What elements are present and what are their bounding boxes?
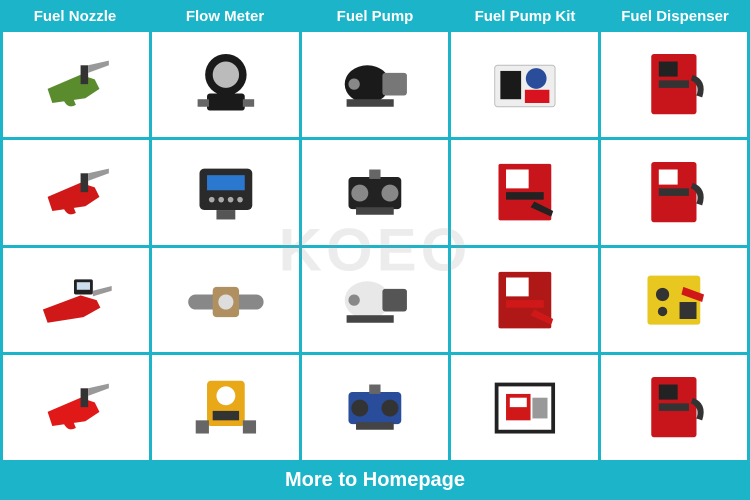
product-fuelpump-black-2[interactable] xyxy=(302,140,448,245)
nozzle-red-meter-icon xyxy=(10,253,142,347)
product-grid xyxy=(0,32,750,460)
product-pumpkit-frame[interactable] xyxy=(451,355,597,460)
product-nozzle-red-meter[interactable] xyxy=(3,248,149,353)
nozzle-red-1-icon xyxy=(10,145,142,239)
fuelpump-white-icon xyxy=(309,253,441,347)
nozzle-green-icon xyxy=(10,37,142,131)
product-dispenser-yellow[interactable] xyxy=(601,248,747,353)
header-row: Fuel Nozzle Flow Meter Fuel Pump Fuel Pu… xyxy=(0,0,750,32)
pumpkit-multi-icon xyxy=(459,37,591,131)
pumpkit-red-2-icon xyxy=(459,253,591,347)
fuelpump-black-2-icon xyxy=(309,145,441,239)
product-nozzle-red-auto[interactable] xyxy=(3,355,149,460)
product-flowmeter-black-1[interactable] xyxy=(152,32,298,137)
col-header-pumpkit: Fuel Pump Kit xyxy=(450,0,600,32)
product-flowmeter-yellow[interactable] xyxy=(152,355,298,460)
dispenser-yellow-icon xyxy=(608,253,740,347)
product-pumpkit-red-1[interactable] xyxy=(451,140,597,245)
product-flowmeter-inline[interactable] xyxy=(152,248,298,353)
col-header-fuelpump: Fuel Pump xyxy=(300,0,450,32)
fuelpump-blue-icon xyxy=(309,360,441,454)
footer-link[interactable]: More to Homepage xyxy=(0,460,750,500)
product-fuelpump-blue[interactable] xyxy=(302,355,448,460)
product-fuelpump-black-1[interactable] xyxy=(302,32,448,137)
product-dispenser-red-1[interactable] xyxy=(601,32,747,137)
fuelpump-black-1-icon xyxy=(309,37,441,131)
flowmeter-inline-icon xyxy=(160,253,292,347)
pumpkit-frame-icon xyxy=(459,360,591,454)
flowmeter-digital-icon xyxy=(160,145,292,239)
product-flowmeter-digital[interactable] xyxy=(152,140,298,245)
pumpkit-red-1-icon xyxy=(459,145,591,239)
dispenser-red-3-icon xyxy=(608,360,740,454)
dispenser-red-1-icon xyxy=(608,37,740,131)
dispenser-red-2-icon xyxy=(608,145,740,239)
product-fuelpump-white[interactable] xyxy=(302,248,448,353)
product-pumpkit-multi[interactable] xyxy=(451,32,597,137)
product-dispenser-red-3[interactable] xyxy=(601,355,747,460)
product-nozzle-red-1[interactable] xyxy=(3,140,149,245)
col-header-flowmeter: Flow Meter xyxy=(150,0,300,32)
flowmeter-yellow-icon xyxy=(160,360,292,454)
product-nozzle-green[interactable] xyxy=(3,32,149,137)
flowmeter-black-1-icon xyxy=(160,37,292,131)
col-header-nozzle: Fuel Nozzle xyxy=(0,0,150,32)
product-pumpkit-red-2[interactable] xyxy=(451,248,597,353)
col-header-dispenser: Fuel Dispenser xyxy=(600,0,750,32)
nozzle-red-auto-icon xyxy=(10,360,142,454)
product-dispenser-red-2[interactable] xyxy=(601,140,747,245)
